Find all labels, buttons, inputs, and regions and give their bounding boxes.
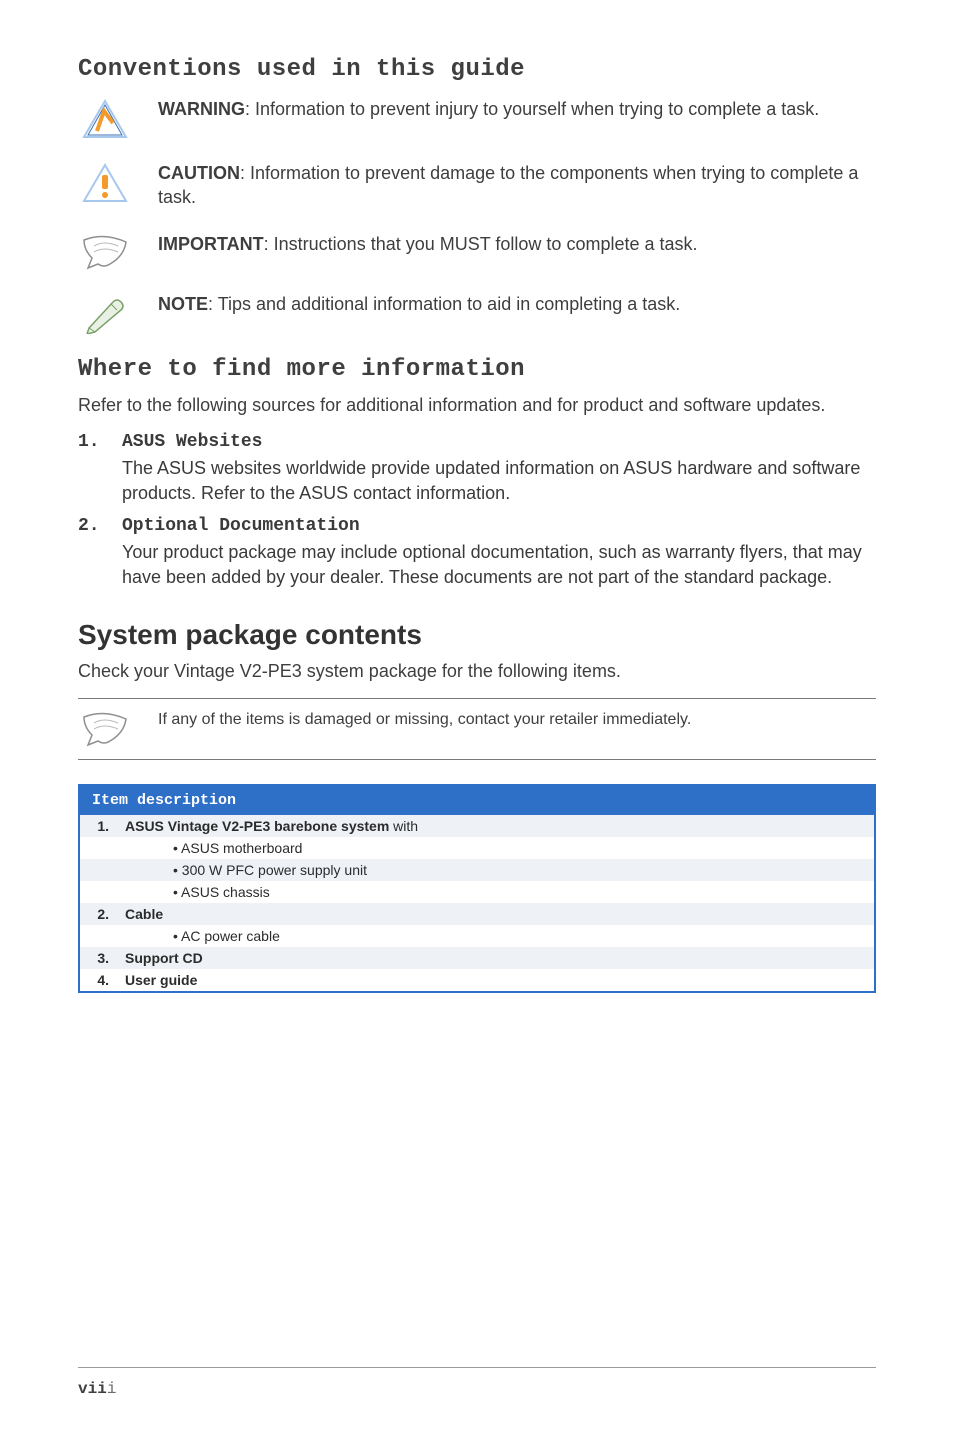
callout-important: IMPORTANT: Instructions that you MUST fo… [78,232,876,270]
important-icon [78,232,132,270]
table-row: 2. Cable [79,903,875,925]
callout-important-text: IMPORTANT: Instructions that you MUST fo… [158,232,698,256]
callout-warning-label: WARNING [158,99,245,119]
callout-warning-body: : Information to prevent injury to yours… [245,99,819,119]
row-num: 3. [79,947,113,969]
row-body: ASUS Vintage V2-PE3 barebone system with [113,815,875,837]
row-num: 1. [79,815,113,837]
whereto-item-2: 2. Optional Documentation [78,516,876,536]
callout-warning: WARNING: Information to prevent injury t… [78,97,876,139]
callout-note-body: : Tips and additional information to aid… [208,294,680,314]
table-row: 1. ASUS Vintage V2-PE3 barebone system w… [79,815,875,837]
package-note-box: If any of the items is damaged or missin… [78,698,876,760]
whereto-item-1-body: The ASUS websites worldwide provide upda… [122,456,876,506]
note-icon [78,292,132,334]
callout-note-label: NOTE [158,294,208,314]
callout-important-body: : Instructions that you MUST follow to c… [264,234,698,254]
whereto-item-1-title: ASUS Websites [122,432,262,452]
section-heading-package: System package contents [78,619,876,651]
row-body: 300 W PFC power supply unit [113,859,875,881]
important-icon [78,709,132,747]
callout-note-text: NOTE: Tips and additional information to… [158,292,680,316]
warning-icon [78,97,132,139]
row-num: 2. [79,903,113,925]
row-body: Cable [113,903,875,925]
whereto-item-1-num: 1. [78,432,104,452]
row-body: Support CD [113,947,875,969]
table-row: 3. Support CD [79,947,875,969]
table-row: AC power cable [79,925,875,947]
section-heading-whereto: Where to find more information [78,356,876,383]
callout-note: NOTE: Tips and additional information to… [78,292,876,334]
whereto-item-2-title: Optional Documentation [122,516,360,536]
callout-warning-text: WARNING: Information to prevent injury t… [158,97,819,121]
row-num: 4. [79,969,113,992]
table-row: ASUS motherboard [79,837,875,859]
whereto-item-2-body: Your product package may include optiona… [122,540,876,590]
whereto-intro: Refer to the following sources for addit… [78,393,876,418]
whereto-item-2-num: 2. [78,516,104,536]
callout-caution-text: CAUTION: Information to prevent damage t… [158,161,876,210]
callout-caution: CAUTION: Information to prevent damage t… [78,161,876,210]
package-note-text: If any of the items is damaged or missin… [158,709,691,731]
package-table: Item description 1. ASUS Vintage V2-PE3 … [78,784,876,993]
section-heading-conventions: Conventions used in this guide [78,56,876,83]
caution-icon [78,161,132,203]
table-row: 4. User guide [79,969,875,992]
row-body: ASUS motherboard [113,837,875,859]
whereto-item-1: 1. ASUS Websites [78,432,876,452]
package-intro: Check your Vintage V2-PE3 system package… [78,659,876,684]
footer-rule [78,1367,876,1368]
row-body: ASUS chassis [113,881,875,903]
callout-important-label: IMPORTANT [158,234,264,254]
page-number: viii [78,1380,116,1398]
package-table-header: Item description [79,785,875,815]
callout-caution-body: : Information to prevent damage to the c… [158,163,858,207]
row-body: User guide [113,969,875,992]
table-row: ASUS chassis [79,881,875,903]
row-body: AC power cable [113,925,875,947]
table-row: 300 W PFC power supply unit [79,859,875,881]
callout-caution-label: CAUTION [158,163,240,183]
